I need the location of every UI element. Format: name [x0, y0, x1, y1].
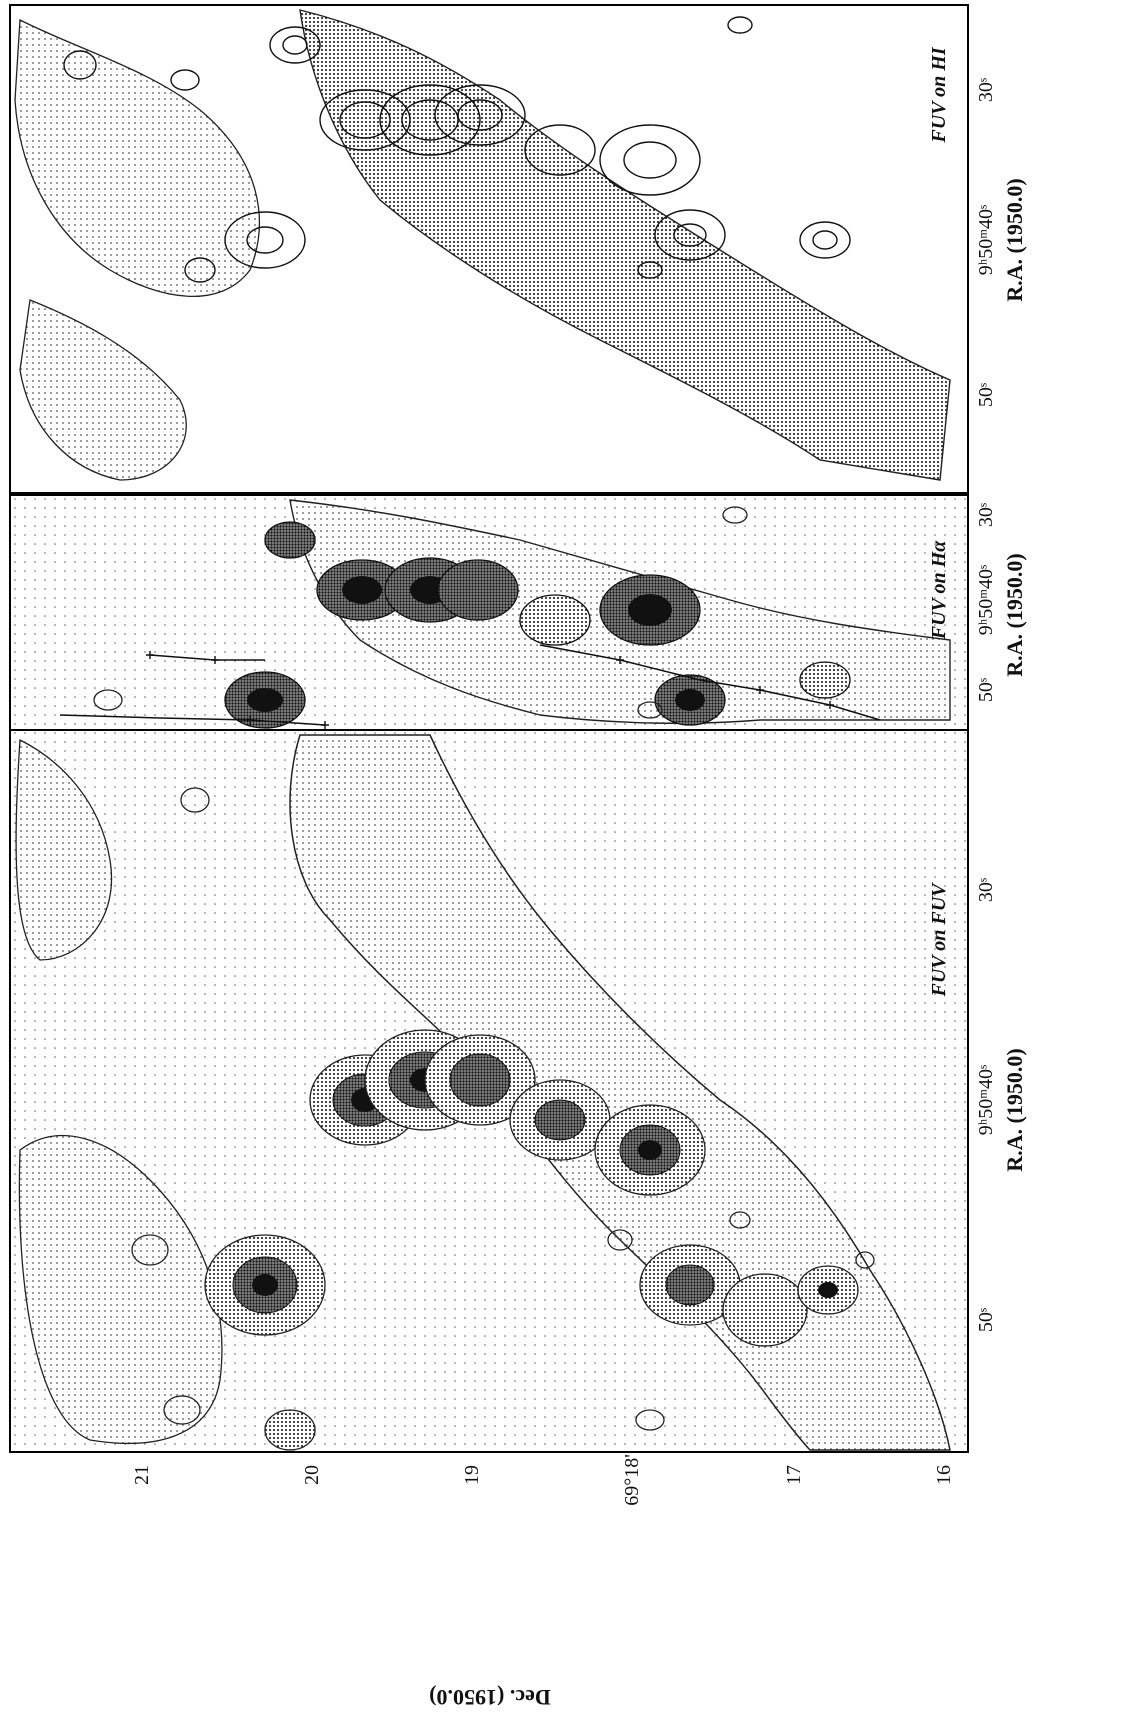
bright-knot — [797, 1265, 859, 1315]
bright-knot — [722, 1273, 808, 1347]
bright-knot — [654, 674, 726, 726]
diffuse-emission-region — [18, 1134, 223, 1445]
dec-tick-label: 69°18' — [621, 1454, 643, 1506]
hi-emission-region — [19, 299, 187, 481]
panel-fuv-on-fuv — [9, 729, 969, 1453]
ra-axis-panel-hi: 50ˢ 9ʰ50ᵐ40ˢ 30ˢ R.A. (1950.0) FUV on HI — [928, 46, 1027, 407]
bright-knot — [799, 661, 851, 699]
compact-contour — [131, 787, 875, 1431]
dec-tick-label: 21 — [131, 1465, 153, 1485]
slit-track-line — [539, 644, 881, 721]
dec-tick-label: 16 — [933, 1465, 955, 1485]
ra-tick-label: 30ˢ — [975, 878, 997, 902]
ra-tick-label: 30ˢ — [975, 78, 997, 102]
ra-tick-label: 50ˢ — [975, 383, 997, 407]
ra-tick-label: 50ˢ — [975, 1308, 997, 1332]
compact-contour — [637, 701, 663, 719]
diffuse-emission-region — [289, 734, 951, 1451]
diffuse-emission-region — [15, 738, 113, 961]
panel-label: FUV on FUV — [928, 882, 950, 998]
bright-knot — [437, 559, 519, 621]
ra-tick-label: 30ˢ — [975, 503, 997, 527]
bright-knot — [519, 594, 591, 646]
ra-axis-panel-ha: 50ˢ 9ʰ50ᵐ40ˢ 30ˢ R.A. (1950.0) FUV on Hα — [928, 503, 1027, 702]
slit-track-cross — [146, 651, 834, 729]
dec-tick-label: 17 — [783, 1465, 805, 1485]
panel-fuv-on-halpha — [9, 494, 969, 731]
bright-knot — [264, 521, 316, 559]
dec-tick-label: 20 — [301, 1465, 323, 1485]
hi-emission-region — [14, 18, 260, 297]
bright-knot — [424, 1034, 536, 1126]
dec-axis-label: Dec. (1950.0) — [429, 1685, 551, 1710]
bright-knot — [509, 1079, 611, 1161]
ra-axis-label: R.A. (1950.0) — [1002, 178, 1027, 301]
bright-knot — [639, 1244, 741, 1326]
compact-contour — [93, 689, 123, 711]
ra-axis-panel-fuv: 50ˢ 9ʰ50ᵐ40ˢ 30ˢ R.A. (1950.0) FUV on FU… — [928, 878, 1027, 1332]
ra-tick-label: 9ʰ50ᵐ40ˢ — [975, 1065, 997, 1135]
bright-knot — [599, 574, 701, 646]
ra-axis-label: R.A. (1950.0) — [1002, 1048, 1027, 1171]
panel-fuv-on-hi — [9, 4, 969, 494]
ra-tick-label: 50ˢ — [975, 678, 997, 702]
panel-label: FUV on HI — [928, 46, 950, 143]
bright-knot — [264, 1409, 316, 1451]
ra-tick-label: 9ʰ50ᵐ40ˢ — [975, 205, 997, 275]
compact-contour — [722, 506, 748, 524]
bright-knot — [204, 1234, 326, 1336]
hi-emission-region — [299, 9, 951, 481]
ra-tick-label: 9ʰ50ᵐ40ˢ — [975, 565, 997, 635]
panel-label: FUV on Hα — [928, 540, 950, 640]
contour-set — [63, 16, 851, 283]
bright-knot — [594, 1104, 706, 1196]
bright-knot — [316, 559, 408, 621]
ra-axis-label: R.A. (1950.0) — [1002, 553, 1027, 676]
slit-track-line — [59, 714, 326, 726]
bright-knot — [224, 671, 306, 729]
dec-tick-label: 19 — [461, 1465, 483, 1485]
dec-axis: 21 20 19 69°18' 17 16 Dec. (1950.0) — [131, 1454, 955, 1710]
